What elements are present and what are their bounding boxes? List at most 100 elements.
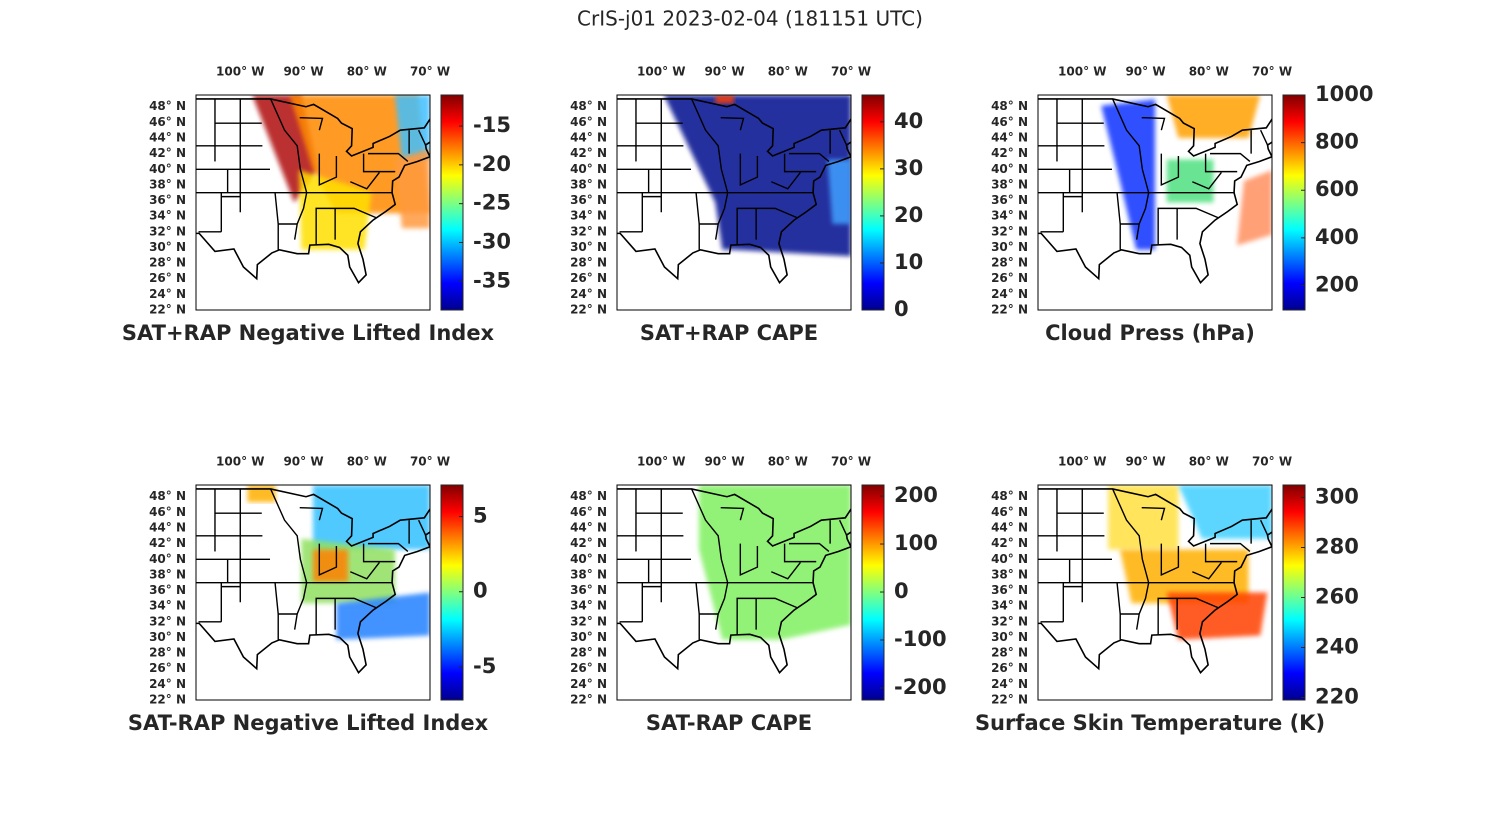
map-content xyxy=(1038,485,1272,674)
lat-label: 30° N xyxy=(570,240,607,254)
coastline xyxy=(196,488,430,674)
lat-label: 38° N xyxy=(570,567,607,581)
lon-label: 80° W xyxy=(347,455,387,469)
data-swath xyxy=(313,485,430,550)
colorbar-tick-label: -15 xyxy=(473,113,511,137)
lat-label: 22° N xyxy=(991,303,1028,317)
data-swath xyxy=(715,95,734,104)
colorbar-tick-label: 300 xyxy=(1315,485,1359,509)
lat-label: 42° N xyxy=(149,146,186,160)
lat-label: 30° N xyxy=(149,630,186,644)
lat-label: 28° N xyxy=(991,256,1028,270)
lat-label: 30° N xyxy=(570,630,607,644)
data-swath xyxy=(1166,592,1268,640)
coastline xyxy=(1038,98,1272,284)
state-border xyxy=(838,129,848,146)
lat-label: 22° N xyxy=(570,693,607,707)
lon-label: 100° W xyxy=(637,455,685,469)
lat-label: 42° N xyxy=(570,536,607,550)
lat-label: 48° N xyxy=(991,99,1028,113)
lon-label: 90° W xyxy=(1125,455,1165,469)
lat-label: 48° N xyxy=(570,99,607,113)
lat-label: 38° N xyxy=(991,567,1028,581)
lat-label: 34° N xyxy=(570,599,607,613)
colorbar-tick-label: 0 xyxy=(894,297,909,321)
data-swath xyxy=(827,159,851,224)
colorbar-tick-label: 0 xyxy=(894,579,909,603)
state-border xyxy=(1141,506,1166,521)
coastline xyxy=(196,98,430,284)
panel-title: SAT+RAP Negative Lifted Index xyxy=(122,321,495,345)
state-border xyxy=(783,153,817,173)
lon-label: 90° W xyxy=(283,65,323,79)
lat-label: 26° N xyxy=(570,661,607,675)
state-border xyxy=(318,153,338,186)
lat-label: 32° N xyxy=(991,224,1028,238)
data-swath xyxy=(394,148,430,229)
lon-label: 100° W xyxy=(216,65,264,79)
lon-label: 100° W xyxy=(1058,455,1106,469)
lat-label: 44° N xyxy=(149,131,186,145)
colorbar xyxy=(440,484,464,701)
lon-label: 80° W xyxy=(1189,65,1229,79)
lon-label: 70° W xyxy=(410,455,450,469)
figure-title: CrIS-j01 2023-02-04 (181151 UTC) xyxy=(577,7,923,31)
colorbar-tick-label: 800 xyxy=(1315,130,1359,154)
map-frame xyxy=(195,94,431,311)
lat-label: 46° N xyxy=(570,505,607,519)
map-frame xyxy=(616,484,852,701)
lat-label: 26° N xyxy=(570,271,607,285)
lat-label: 28° N xyxy=(149,256,186,270)
state-border xyxy=(1111,98,1150,240)
lat-label: 38° N xyxy=(570,177,607,191)
lat-label: 36° N xyxy=(991,583,1028,597)
state-border xyxy=(362,543,396,563)
state-border xyxy=(1259,129,1269,146)
lat-label: 24° N xyxy=(570,287,607,301)
state-border xyxy=(269,98,308,240)
map-panel: 100° W 90° W 80° W 70° W 22° N 24° N 26° N28° … xyxy=(128,455,496,736)
lat-label: 48° N xyxy=(149,489,186,503)
state-border xyxy=(1192,171,1222,190)
lon-label: 70° W xyxy=(831,455,871,469)
lat-label: 30° N xyxy=(991,630,1028,644)
lat-label: 36° N xyxy=(570,583,607,597)
lat-label: 26° N xyxy=(149,661,186,675)
colorbar-tick-label: 1000 xyxy=(1315,82,1373,106)
state-border xyxy=(274,192,279,250)
lat-label: 28° N xyxy=(570,646,607,660)
lat-label: 28° N xyxy=(149,646,186,660)
colorbar-tick-label: 30 xyxy=(894,156,923,180)
lat-label: 26° N xyxy=(991,661,1028,675)
coastline xyxy=(617,98,851,284)
lat-label: 44° N xyxy=(991,521,1028,535)
state-border xyxy=(1116,582,1121,640)
lon-label: 80° W xyxy=(768,455,808,469)
map-panel: 100° W 90° W 80° W 70° W 22° N 24° N 26° N28° … xyxy=(991,65,1373,346)
colorbar xyxy=(861,94,885,311)
state-border xyxy=(783,543,817,563)
lat-label: 40° N xyxy=(570,162,607,176)
lat-label: 40° N xyxy=(149,162,186,176)
lat-label: 24° N xyxy=(149,287,186,301)
state-border xyxy=(720,506,745,521)
colorbar-tick-label: -25 xyxy=(473,191,511,215)
lat-label: 44° N xyxy=(991,131,1028,145)
state-border xyxy=(1111,488,1150,630)
lat-label: 36° N xyxy=(149,193,186,207)
lat-label: 24° N xyxy=(570,677,607,691)
lat-label: 42° N xyxy=(149,536,186,550)
data-swath xyxy=(394,95,430,160)
lat-label: 44° N xyxy=(149,521,186,535)
lat-label: 34° N xyxy=(991,599,1028,613)
state-border xyxy=(739,153,759,186)
state-border xyxy=(318,543,338,576)
panel-title: SAT-RAP Negative Lifted Index xyxy=(128,711,489,735)
colorbar-tick-label: -5 xyxy=(473,654,496,678)
data-swath xyxy=(1236,170,1272,246)
lon-label: 70° W xyxy=(1252,65,1292,79)
colorbar-tick-label: -30 xyxy=(473,229,511,253)
lon-label: 70° W xyxy=(1252,455,1292,469)
map-frame xyxy=(1037,94,1273,311)
state-border xyxy=(1204,543,1238,563)
